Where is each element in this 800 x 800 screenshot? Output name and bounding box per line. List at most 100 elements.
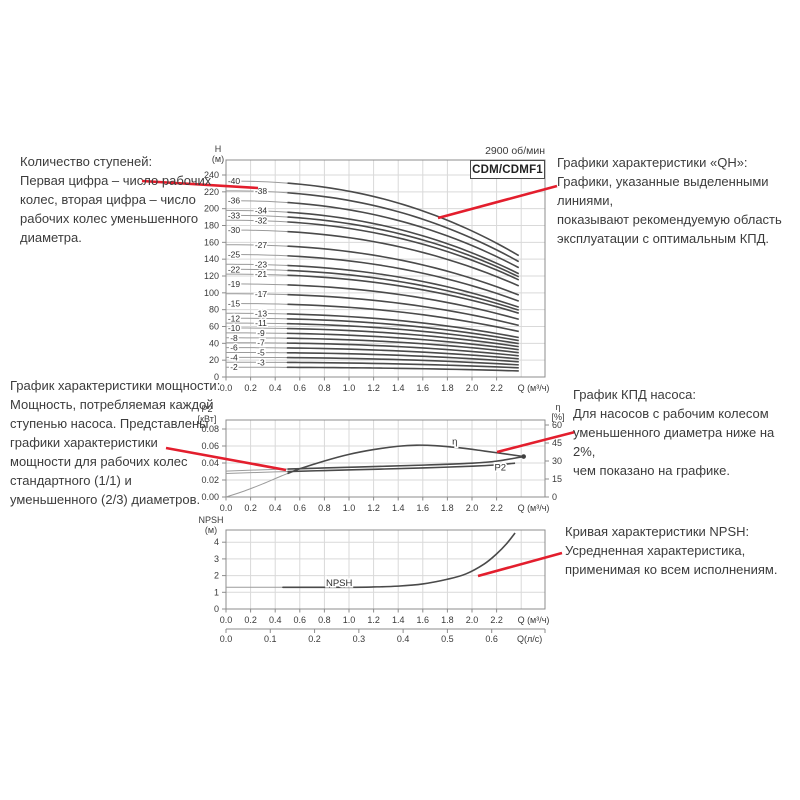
qh-xtick-label: 0.0 [220,383,233,393]
npsh-xtick-label: 2.0 [466,615,479,625]
qh-xtick-label: 1.6 [417,383,430,393]
qh-ytick-label: 40 [209,338,219,348]
annotation-efficiency: График КПД насоса: Для насосов с рабочим… [573,387,775,478]
stage-label: -4 [230,352,238,362]
efficiency-ytick-label: 0 [552,492,557,502]
qh-curve--4-bold [286,356,519,366]
qh-curve--3-bold [286,361,519,369]
model-label-box: CDM/CDMF1 [470,160,545,179]
qh-ytick-label: 240 [204,170,219,180]
npsh-xtick-label: 1.6 [417,615,430,625]
power-curve-P2 (1/1)-bold [287,455,524,470]
qh-ytick-label: 60 [209,322,219,332]
efficiency-pointer [496,430,576,454]
qh-xtick-label: 1.2 [367,383,380,393]
stage-label: -17 [255,289,268,299]
stage-label: -6 [230,343,238,353]
stage-label: -5 [257,348,265,358]
npsh-xtick-label: 1.8 [441,615,454,625]
stage-label: -40 [228,176,241,186]
efficiency-ytick-label: 30 [552,456,562,466]
power-xtick-label: 1.6 [417,503,430,513]
npsh-axis2-tick-label: 0.4 [397,634,410,644]
npsh-ytick-label: 4 [214,537,219,547]
power-pointer [165,446,287,472]
stage-label: -8 [230,333,238,343]
qh-xtick-label: 1.0 [343,383,356,393]
qh-curve--32-thin [225,219,519,281]
qh-frame [225,159,546,378]
qh-ytick-label: 220 [204,187,219,197]
qh-ytick-label: 180 [204,221,219,231]
stage-label: -2 [230,362,238,372]
qh-curve--30-bold [286,230,520,287]
qh-curve--2-bold [286,366,519,372]
power-xtick-label: 1.8 [441,503,454,513]
qh-curve--8-bold [286,337,519,354]
power-x-axis-label: Q (м³/ч) [518,503,550,513]
qh-curve--23-bold [286,264,519,308]
power-xtick-label: 0.2 [244,503,257,513]
stage-label: -22 [228,264,241,274]
stage-label: -12 [228,313,241,323]
npsh-curve-bold [282,532,516,589]
npsh-xtick-label: 1.4 [392,615,405,625]
power-xtick-label: 1.0 [343,503,356,513]
stage-label: -21 [255,269,268,279]
npsh-xtick-label: 1.2 [367,615,380,625]
npsh-axis2-tick-label: 0.0 [220,634,233,644]
stage-label: -32 [255,215,268,225]
npsh-axis2-tick-label: 0.3 [353,634,366,644]
qh-xtick-label: 1.8 [441,383,454,393]
stage-label: -36 [228,196,241,206]
qh-xtick-label: 0.8 [318,383,331,393]
power-xtick-label: 2.0 [466,503,479,513]
qh-xtick-label: 2.2 [490,383,503,393]
qh-curve--10-bold [286,327,519,348]
power-end-dot [521,454,526,459]
power-ytick-label: 0.00 [201,492,219,502]
stage-label: -15 [228,299,241,309]
stage-label: -11 [255,318,267,328]
annotation-qh: Графики характеристики «QH»: Графики, ук… [557,155,782,246]
power-frame [225,419,546,498]
npsh-axis2-tick-label: 0.1 [264,634,277,644]
stage-label: -13 [255,308,268,318]
qh-x-axis-label: Q (м³/ч) [518,383,550,393]
efficiency-ytick-label: 60 [552,420,562,430]
npsh-frame [225,529,546,610]
qh-curve--17-bold [286,293,519,327]
power-curve-label: η [452,436,457,447]
efficiency-ytick-label: 45 [552,438,562,448]
efficiency-ytick-label: 15 [552,474,562,484]
stage-label: -25 [228,250,241,260]
qh-curve--19-bold [286,284,519,321]
stage-label: -33 [228,210,241,220]
qh-curve--11-bold [286,322,519,345]
npsh-ytick-label: 1 [214,587,219,597]
qh-curve--21-bold [286,274,519,314]
npsh-ytick-label: 3 [214,554,219,564]
npsh-xtick-label: 0.6 [294,615,307,625]
qh-curve--5-bold [286,351,519,363]
qh-curve--38-bold [286,191,520,263]
stage-label: -30 [228,225,241,235]
npsh-axis2-label: Q(л/с) [517,634,542,644]
power-curve-label: P2 [494,463,506,474]
npsh-xtick-label: 0.8 [318,615,331,625]
annotation-stages: Количество ступеней: Первая цифра – числ… [20,154,212,245]
qh-ytick-label: 100 [204,288,219,298]
power-xtick-label: 0.8 [318,503,331,513]
stage-label: -34 [255,205,268,215]
npsh-xtick-label: 0.0 [220,615,233,625]
qh-curve--22-bold [286,269,519,311]
power-curve-P2 (2/3)-bold [287,462,516,473]
power-curve-eta-thin [225,444,524,498]
qh-xtick-label: 0.2 [244,383,257,393]
qh-xtick-label: 2.0 [466,383,479,393]
npsh-axis2-tick-label: 0.5 [441,634,454,644]
power-xtick-label: 0.4 [269,503,282,513]
qh-curve--25-bold [286,255,520,302]
qh-curve--32-bold [286,221,520,281]
